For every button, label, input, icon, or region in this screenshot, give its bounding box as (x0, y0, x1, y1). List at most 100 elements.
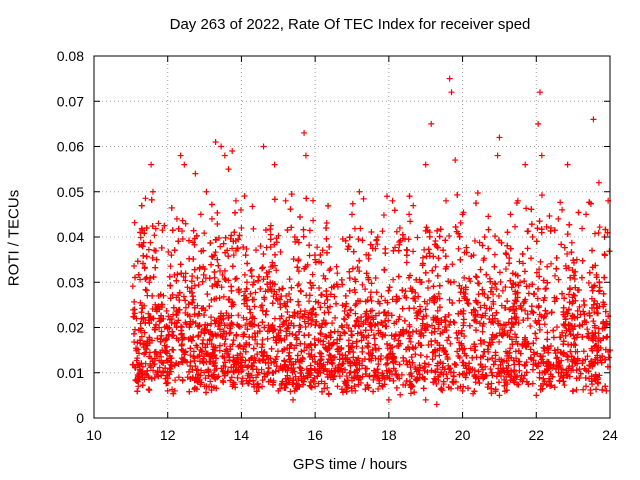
data-point (470, 252, 477, 259)
data-point (273, 267, 280, 274)
data-point (324, 359, 331, 366)
data-point (334, 364, 341, 371)
data-point (600, 320, 607, 327)
data-point (530, 340, 537, 347)
data-point (442, 323, 449, 330)
data-point (307, 340, 314, 347)
data-point (428, 329, 435, 336)
data-point (246, 378, 253, 385)
data-point (536, 321, 543, 328)
data-point (299, 313, 306, 320)
data-point (163, 307, 170, 314)
data-point (228, 364, 235, 371)
data-point (259, 341, 266, 348)
data-point (154, 368, 161, 375)
data-point (237, 206, 244, 213)
data-point (291, 234, 298, 240)
data-point (413, 276, 420, 283)
data-point (602, 308, 609, 315)
data-point (169, 346, 176, 353)
data-point (156, 364, 163, 371)
data-point (362, 317, 369, 324)
data-point (169, 386, 176, 393)
data-point (251, 303, 258, 310)
data-point (201, 312, 208, 319)
data-point (316, 360, 323, 367)
data-point (315, 370, 322, 377)
y-tick-label: 0.02 (57, 320, 84, 336)
data-point (206, 337, 213, 344)
data-point (547, 342, 554, 349)
data-point (206, 275, 213, 282)
data-point (362, 327, 369, 334)
data-point (466, 322, 473, 329)
data-point (501, 382, 508, 389)
data-point (537, 386, 544, 393)
data-point (424, 284, 431, 291)
data-point (140, 239, 147, 246)
data-point (137, 325, 144, 332)
data-point (234, 245, 241, 252)
data-point (460, 383, 467, 390)
data-point (327, 352, 334, 359)
data-point (254, 340, 261, 347)
data-point (182, 297, 189, 304)
data-point (479, 328, 486, 335)
data-point (596, 278, 603, 285)
data-point (333, 263, 340, 270)
data-point (429, 322, 436, 329)
data-point (540, 277, 547, 284)
data-point (549, 373, 556, 380)
data-point (211, 268, 218, 275)
data-point (385, 287, 392, 294)
data-point (389, 296, 396, 303)
data-point (496, 392, 503, 399)
data-point (352, 361, 359, 368)
data-point (167, 359, 174, 366)
data-point (531, 351, 538, 358)
data-point (595, 229, 602, 236)
data-point (341, 308, 348, 315)
data-point (198, 305, 205, 312)
data-point (135, 350, 142, 357)
data-point (449, 261, 456, 268)
data-point (454, 385, 461, 392)
data-point (321, 300, 328, 307)
data-point (456, 345, 463, 352)
data-point (173, 311, 180, 318)
data-point (189, 293, 196, 300)
data-point (439, 387, 446, 394)
data-point (443, 327, 450, 334)
data-point (317, 330, 324, 337)
data-point (255, 384, 262, 391)
data-point (196, 323, 203, 330)
data-point (256, 328, 263, 335)
data-point (447, 369, 454, 376)
data-point (253, 366, 260, 373)
data-point (442, 313, 449, 320)
data-point (366, 373, 373, 380)
data-point (168, 252, 175, 259)
data-point (194, 312, 201, 319)
data-point (509, 341, 516, 348)
data-point (589, 284, 596, 291)
data-point (550, 327, 557, 334)
data-point (322, 320, 329, 327)
data-point (391, 207, 398, 214)
data-point (375, 385, 382, 392)
data-point (433, 315, 440, 322)
data-point (219, 271, 226, 278)
data-point (198, 248, 205, 255)
data-point (417, 342, 424, 349)
data-point (334, 336, 341, 343)
data-point (601, 251, 608, 258)
data-point (538, 356, 545, 363)
data-point (312, 311, 319, 318)
data-point (382, 250, 389, 257)
data-point (529, 380, 536, 387)
data-point (352, 369, 359, 376)
data-point (349, 344, 356, 351)
data-point (406, 378, 413, 385)
data-point (275, 387, 282, 394)
data-point (601, 325, 608, 332)
